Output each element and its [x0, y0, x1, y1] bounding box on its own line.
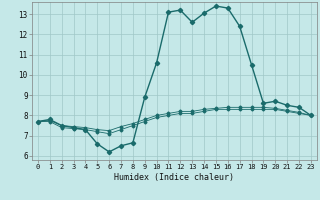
X-axis label: Humidex (Indice chaleur): Humidex (Indice chaleur) [115, 173, 234, 182]
